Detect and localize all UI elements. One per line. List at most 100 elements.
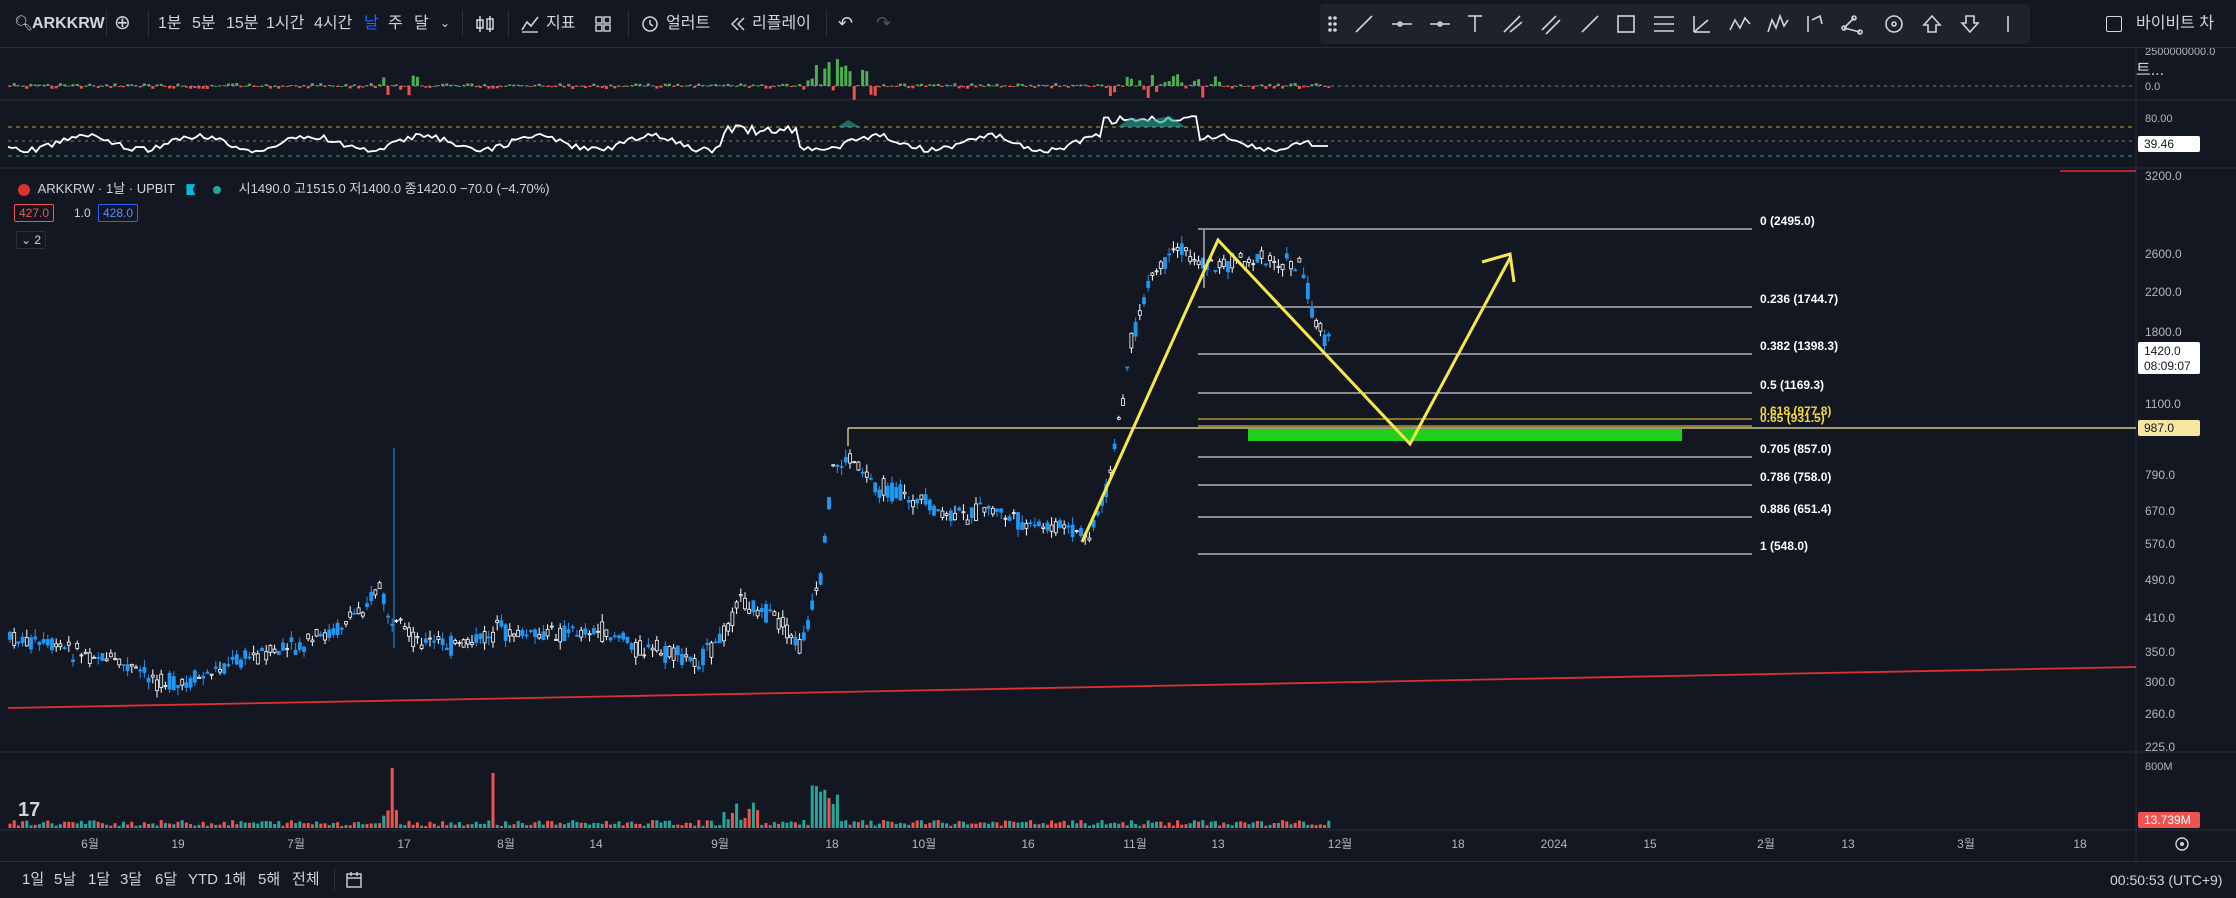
interval-15m[interactable]: 15분: [226, 15, 259, 32]
indicators-icon[interactable]: [520, 0, 540, 47]
interval-day[interactable]: 날: [364, 15, 379, 32]
alert-clock-icon[interactable]: [640, 0, 660, 47]
oscillator-bar: [344, 84, 348, 86]
oscillator-bar: [672, 86, 676, 87]
candle-body: [323, 632, 327, 641]
candle-body: [1272, 261, 1277, 264]
buy-zone-rect[interactable]: [1248, 429, 1682, 441]
price-tick-label: 260.0: [2145, 707, 2175, 721]
candle-body: [314, 629, 319, 637]
grip-icon: [1328, 16, 1337, 32]
symbol-search-button[interactable]: 🔍︎: [14, 0, 33, 47]
interval-4h[interactable]: 4시간: [314, 15, 353, 32]
interval-week[interactable]: 주: [388, 15, 403, 32]
range-ytd[interactable]: YTD: [188, 871, 218, 888]
candle-body: [1007, 516, 1012, 521]
projection-path[interactable]: [1080, 237, 1512, 543]
volume-bar: [453, 824, 457, 828]
volume-bar: [1045, 824, 1049, 828]
volume-bar: [394, 810, 398, 828]
clock-timezone[interactable]: 00:50:53 (UTC+9): [2110, 872, 2223, 888]
interval-1h[interactable]: 1시간: [266, 15, 305, 32]
oscillator-bar: [541, 85, 545, 87]
volume-bar: [995, 822, 999, 828]
market-status-icon: [213, 185, 222, 194]
candle-style-icon[interactable]: [474, 0, 496, 47]
replay-icon[interactable]: [728, 0, 748, 47]
oscillator-bar: [403, 86, 407, 87]
candle-body: [995, 508, 999, 512]
volume-bar: [58, 824, 62, 828]
range-5y[interactable]: 5해: [258, 871, 281, 888]
alerts-button[interactable]: 얼러트: [666, 15, 711, 32]
oscillator-bar: [155, 84, 159, 86]
chevron-down-icon[interactable]: ⌄: [440, 16, 451, 30]
templates-icon[interactable]: [594, 0, 612, 47]
candle-body: [1129, 332, 1134, 349]
candle-body: [671, 647, 676, 661]
volume-bar: [1243, 822, 1247, 828]
candle-body: [310, 639, 315, 643]
price-chart[interactable]: 0 (2495.0) 0.236 (1744.7) 0.382 (1398.3) 0.…: [0, 46, 2236, 860]
oscillator-bar: [945, 84, 949, 86]
oscillator-bar: [764, 86, 768, 89]
fib-retracement[interactable]: 0 (2495.0) 0.236 (1744.7) 0.382 (1398.3) 0.…: [1198, 214, 1838, 555]
symbol-legend[interactable]: ARKKRW · 1날 · UPBIT 시1490.0 고1515.0 저140…: [18, 178, 550, 197]
volume-bar: [1134, 823, 1138, 828]
candle-body: [801, 632, 806, 641]
oscillator-bar: [407, 86, 411, 96]
interval-1m[interactable]: 1분: [158, 15, 182, 32]
compare-chart-label[interactable]: 바이비트 차트...: [2136, 15, 2215, 79]
replay-button[interactable]: 리플레이: [752, 15, 811, 32]
range-all[interactable]: 전체: [292, 871, 320, 888]
volume-bar: [911, 822, 915, 828]
range-3m[interactable]: 3달: [120, 871, 143, 888]
chart-area[interactable]: 0 (2495.0) 0.236 (1744.7) 0.382 (1398.3) 0.…: [0, 46, 2236, 860]
candle-body: [50, 638, 54, 651]
volume-bar: [609, 824, 613, 828]
candle-body: [1070, 524, 1075, 538]
candle-body: [268, 645, 273, 653]
range-1d[interactable]: 1일: [22, 871, 45, 888]
add-symbol-icon[interactable]: ⊕: [114, 12, 131, 34]
candle-body: [365, 603, 369, 607]
price-axis[interactable]: 3200.02600.02200.01800.01500.01100.0790.…: [2138, 46, 2215, 828]
range-5d[interactable]: 5날: [54, 871, 77, 888]
volume-bar: [445, 825, 449, 828]
candle-body: [1318, 322, 1323, 332]
oscillator-bar: [840, 66, 844, 86]
oscillator-bar: [205, 86, 209, 89]
candle-body: [289, 637, 294, 643]
price-tick-label: 790.0: [2145, 468, 2175, 482]
date-range-icon[interactable]: [344, 862, 364, 898]
ask-badge[interactable]: 428.0: [98, 204, 139, 222]
range-1m[interactable]: 1달: [88, 871, 111, 888]
volume-bar: [84, 823, 88, 828]
volume-bar: [1171, 825, 1175, 828]
candle-body: [1037, 521, 1041, 526]
checkbox-icon[interactable]: [2106, 0, 2122, 47]
candle-body: [860, 471, 865, 474]
chart-settings-icon[interactable]: [2175, 837, 2189, 851]
collapse-indicators-button[interactable]: ⌄ 2: [16, 231, 47, 249]
interval-5m[interactable]: 5분: [192, 15, 216, 32]
indicators-button[interactable]: 지표: [546, 15, 576, 32]
range-6m[interactable]: 6달: [155, 871, 178, 888]
range-1y[interactable]: 1해: [224, 871, 247, 888]
candle-body: [1251, 263, 1256, 266]
trend-line[interactable]: [7, 666, 2137, 709]
undo-icon[interactable]: ↶: [838, 13, 854, 33]
oscillator-bar: [361, 86, 365, 88]
symbol-label[interactable]: ARKKRW: [32, 15, 105, 32]
flag-icon[interactable]: [186, 184, 196, 196]
volume-bar: [289, 820, 293, 828]
volume-bar: [638, 823, 642, 828]
oscillator-bar: [919, 83, 923, 86]
candle-body: [230, 656, 235, 660]
bid-badge[interactable]: 427.0: [14, 204, 55, 222]
time-axis[interactable]: 6월 19 7월 17 8월 14 9월 18 10월 16 11월 13 12월 18 2024 15 2월 1…: [81, 837, 2087, 851]
interval-month[interactable]: 달: [414, 15, 429, 32]
redo-icon[interactable]: ↷: [876, 13, 892, 33]
oscillator-bar: [550, 86, 554, 88]
oscillator-bar: [424, 86, 428, 88]
